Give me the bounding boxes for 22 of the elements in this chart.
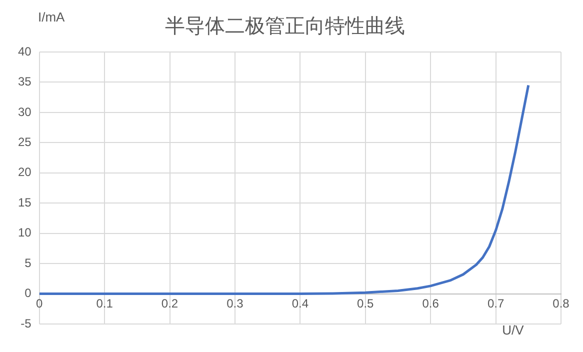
y-tick-label: 40: [18, 44, 32, 58]
y-tick-label: 30: [18, 104, 32, 119]
x-axis-title: U/V: [502, 322, 524, 338]
y-tick-label: 15: [18, 195, 32, 210]
y-tick-label: -5: [20, 316, 32, 330]
x-tick-label: 0.2: [161, 296, 178, 310]
x-tick-label: 0.4: [292, 296, 309, 310]
x-tick-label: 0: [36, 296, 44, 310]
y-tick-label: 25: [18, 134, 32, 149]
x-tick-label: 0.1: [96, 296, 114, 310]
y-tick-label: 0: [24, 286, 32, 300]
x-tick-label: 0.3: [226, 296, 244, 310]
x-tick-label: 0.8: [552, 296, 570, 310]
y-tick-label: 20: [18, 165, 32, 180]
x-tick-label: 0.5: [357, 296, 374, 310]
chart-title: 半导体二极管正向特性曲线: [165, 16, 405, 38]
x-tick-label: 0.7: [487, 296, 504, 310]
y-tick-label: 10: [18, 226, 32, 240]
y-tick-label: 5: [24, 256, 32, 270]
y-tick-label: 35: [18, 74, 32, 89]
x-tick-label: 0.6: [422, 296, 440, 310]
y-axis-title: I/mA: [38, 10, 66, 25]
